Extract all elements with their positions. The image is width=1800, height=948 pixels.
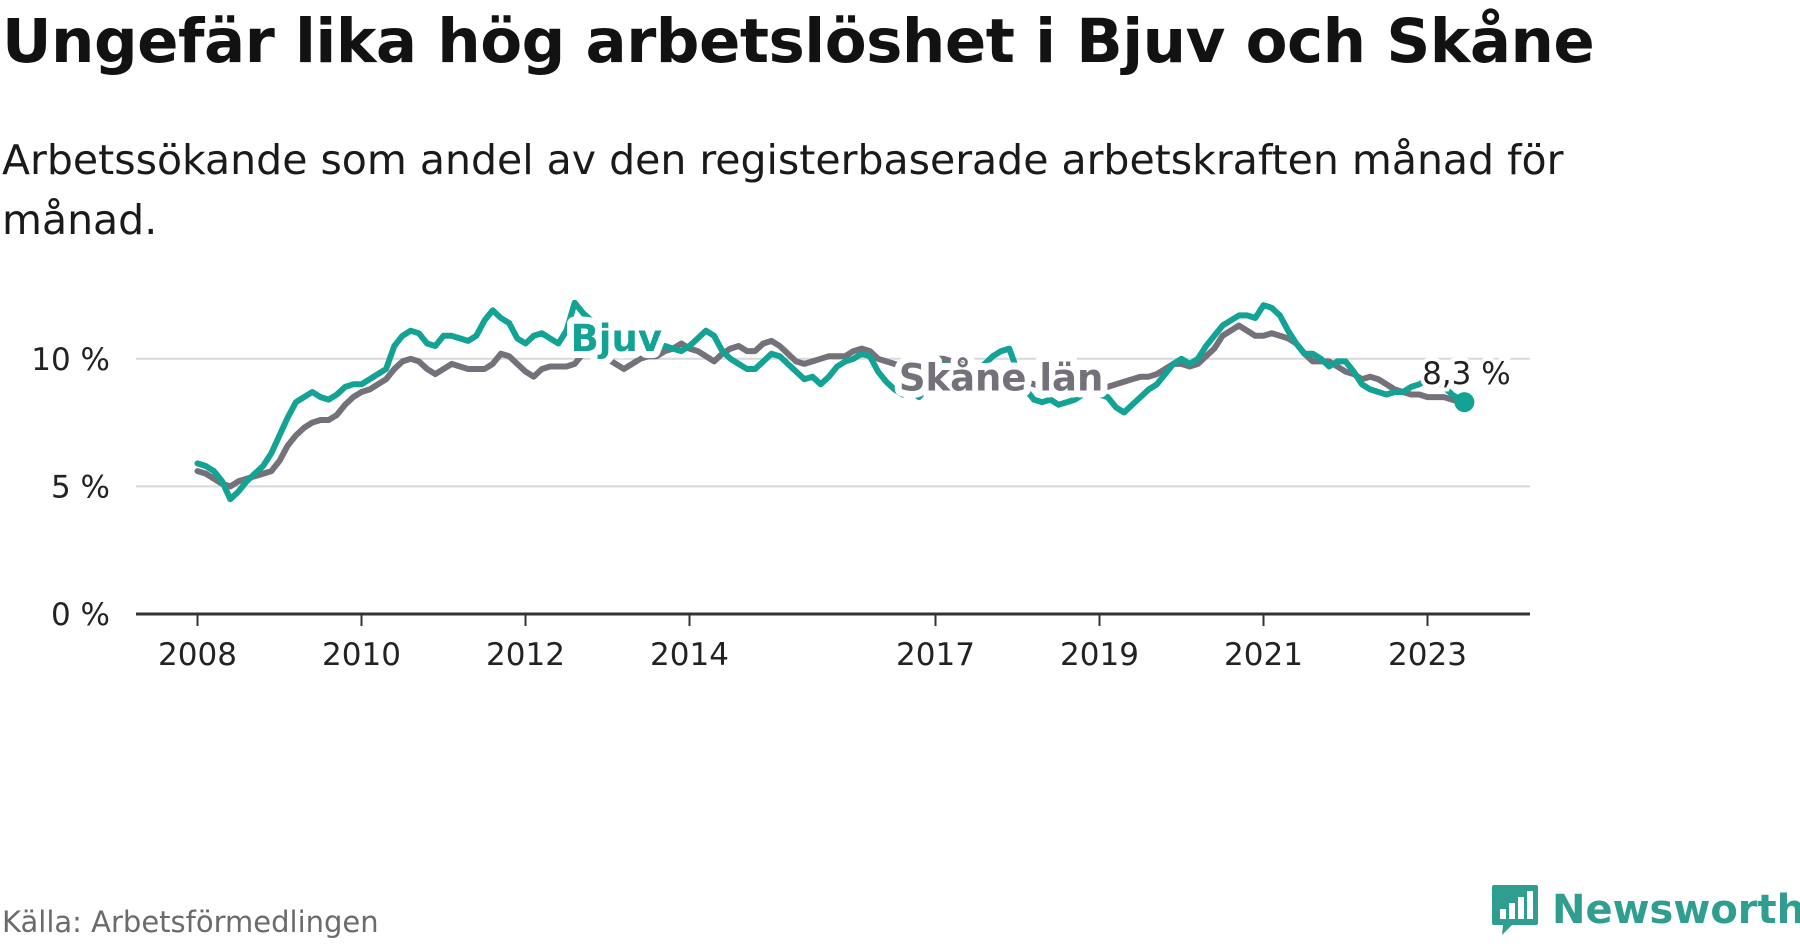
x-tick-label: 2021 (1224, 637, 1303, 673)
x-tick-label: 2019 (1060, 637, 1139, 673)
y-gridlines (136, 357, 1530, 488)
x-tick-label: 2023 (1388, 637, 1467, 673)
y-axis: 0 % 5 % 10 % (31, 342, 110, 633)
series-line-bjuv (194, 299, 1468, 503)
x-axis: 2008 2010 2012 2014 2017 2019 2021 2023 (158, 614, 1467, 673)
bar-chart-speech-bubble-icon (1492, 885, 1538, 935)
source-note: Källa: Arbetsförmedlingen (2, 905, 379, 939)
series-lines (194, 299, 1468, 503)
brand-name: Newsworthy (1552, 887, 1800, 933)
series-label-bjuv-halo: Bjuv (571, 317, 662, 360)
page-title: Ungefär lika hög arbetslöshet i Bjuv och… (2, 6, 1595, 77)
series-label-skane-lan: Skåne län (899, 357, 1104, 400)
end-value-label: 8,3 % (1422, 356, 1511, 392)
y-tick-label: 5 % (51, 469, 110, 505)
end-point-marker (1454, 392, 1475, 413)
x-tick-label: 2014 (650, 637, 729, 673)
y-tick-label: 0 % (51, 597, 110, 633)
brand-logo: Newsworthy (1490, 883, 1800, 937)
x-tick-label: 2010 (322, 637, 401, 673)
series-line-skane-lan (194, 322, 1468, 490)
series-label-bjuv: Bjuv (571, 317, 662, 360)
x-tick-label: 2012 (486, 637, 565, 673)
y-tick-label: 10 % (31, 342, 110, 378)
x-tick-label: 2017 (896, 637, 975, 673)
chart-subtitle: Arbetssökande som andel av den registerb… (2, 136, 1564, 244)
x-tick-label: 2008 (158, 637, 237, 673)
series-label-skane-lan-halo: Skåne län (899, 357, 1104, 400)
